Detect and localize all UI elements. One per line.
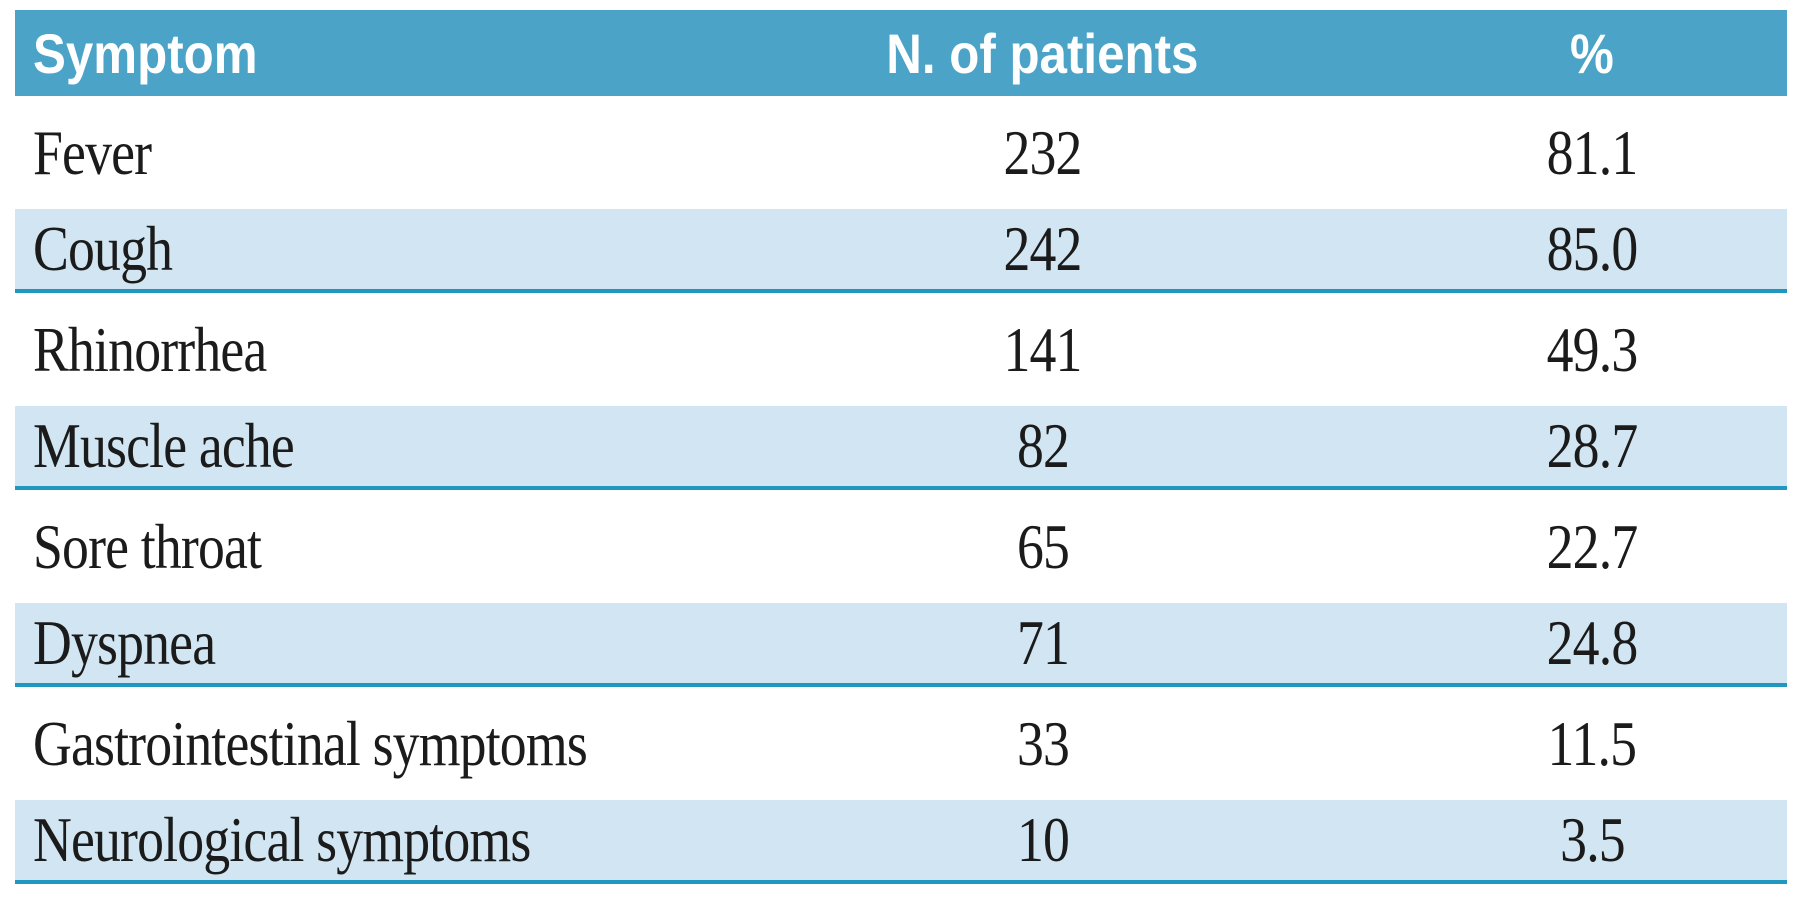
cell-patients: 82 xyxy=(688,409,1397,483)
cell-patients: 65 xyxy=(688,510,1397,584)
table-header-row: Symptom N. of patients % xyxy=(15,10,1787,96)
cell-patients: 33 xyxy=(688,707,1397,781)
header-patients: N. of patients xyxy=(688,21,1397,86)
percent-value: 49.3 xyxy=(1546,313,1639,385)
percent-value: 22.7 xyxy=(1546,510,1639,582)
cell-percent: 3.5 xyxy=(1397,803,1787,877)
cell-symptom: Muscle ache xyxy=(15,409,688,483)
cell-symptom: Fever xyxy=(15,116,688,190)
table-row-gastrointestinal: Gastrointestinal symptoms 33 11.5 xyxy=(15,687,1787,800)
header-percent-label: % xyxy=(1570,21,1614,85)
table-row-sore-throat: Sore throat 65 22.7 xyxy=(15,490,1787,603)
table-row-muscle-ache: Muscle ache 82 28.7 xyxy=(15,406,1787,490)
cell-percent: 49.3 xyxy=(1397,313,1787,387)
patients-value: 232 xyxy=(1003,116,1083,188)
header-patients-label: N. of patients xyxy=(886,21,1199,85)
table-row-cough: Cough 242 85.0 xyxy=(15,209,1787,293)
symptom-label: Gastrointestinal symptoms xyxy=(33,707,588,779)
symptom-label: Neurological symptoms xyxy=(33,804,531,875)
percent-value: 81.1 xyxy=(1546,116,1639,188)
percent-value: 28.7 xyxy=(1546,410,1639,481)
cell-symptom: Sore throat xyxy=(15,510,688,584)
cell-symptom: Cough xyxy=(15,212,688,286)
header-symptom: Symptom xyxy=(15,21,688,86)
symptom-label: Cough xyxy=(33,213,173,284)
cell-percent: 85.0 xyxy=(1397,212,1787,286)
table-row-neurological: Neurological symptoms 10 3.5 xyxy=(15,800,1787,884)
patients-value: 242 xyxy=(1003,213,1083,284)
cell-patients: 242 xyxy=(688,212,1397,286)
symptom-label: Dyspnea xyxy=(33,607,216,678)
cell-percent: 28.7 xyxy=(1397,409,1787,483)
patients-value: 141 xyxy=(1003,313,1083,385)
patients-value: 65 xyxy=(1016,510,1070,582)
symptom-label: Sore throat xyxy=(33,510,262,582)
percent-value: 11.5 xyxy=(1547,707,1638,779)
header-symptom-label: Symptom xyxy=(33,21,258,85)
cell-percent: 11.5 xyxy=(1397,707,1787,781)
percent-value: 24.8 xyxy=(1546,607,1639,678)
cell-patients: 141 xyxy=(688,313,1397,387)
table-row-dyspnea: Dyspnea 71 24.8 xyxy=(15,603,1787,687)
symptom-label: Fever xyxy=(33,116,152,188)
percent-value: 3.5 xyxy=(1559,804,1626,875)
cell-percent: 81.1 xyxy=(1397,116,1787,190)
symptom-label: Rhinorrhea xyxy=(33,313,267,385)
patients-value: 71 xyxy=(1016,607,1070,678)
cell-percent: 24.8 xyxy=(1397,606,1787,680)
table-row-rhinorrhea: Rhinorrhea 141 49.3 xyxy=(15,293,1787,406)
symptom-table: Symptom N. of patients % Fever 232 81.1 … xyxy=(15,10,1787,884)
header-percent: % xyxy=(1397,21,1787,86)
cell-symptom: Neurological symptoms xyxy=(15,803,688,877)
symptom-label: Muscle ache xyxy=(33,410,295,481)
cell-symptom: Rhinorrhea xyxy=(15,313,688,387)
patients-value: 33 xyxy=(1016,707,1070,779)
patients-value: 10 xyxy=(1016,804,1070,875)
cell-patients: 71 xyxy=(688,606,1397,680)
cell-symptom: Dyspnea xyxy=(15,606,688,680)
patients-value: 82 xyxy=(1016,410,1070,481)
percent-value: 85.0 xyxy=(1546,213,1639,284)
cell-patients: 10 xyxy=(688,803,1397,877)
cell-patients: 232 xyxy=(688,116,1397,190)
cell-symptom: Gastrointestinal symptoms xyxy=(15,707,688,781)
table-row-fever: Fever 232 81.1 xyxy=(15,96,1787,209)
cell-percent: 22.7 xyxy=(1397,510,1787,584)
